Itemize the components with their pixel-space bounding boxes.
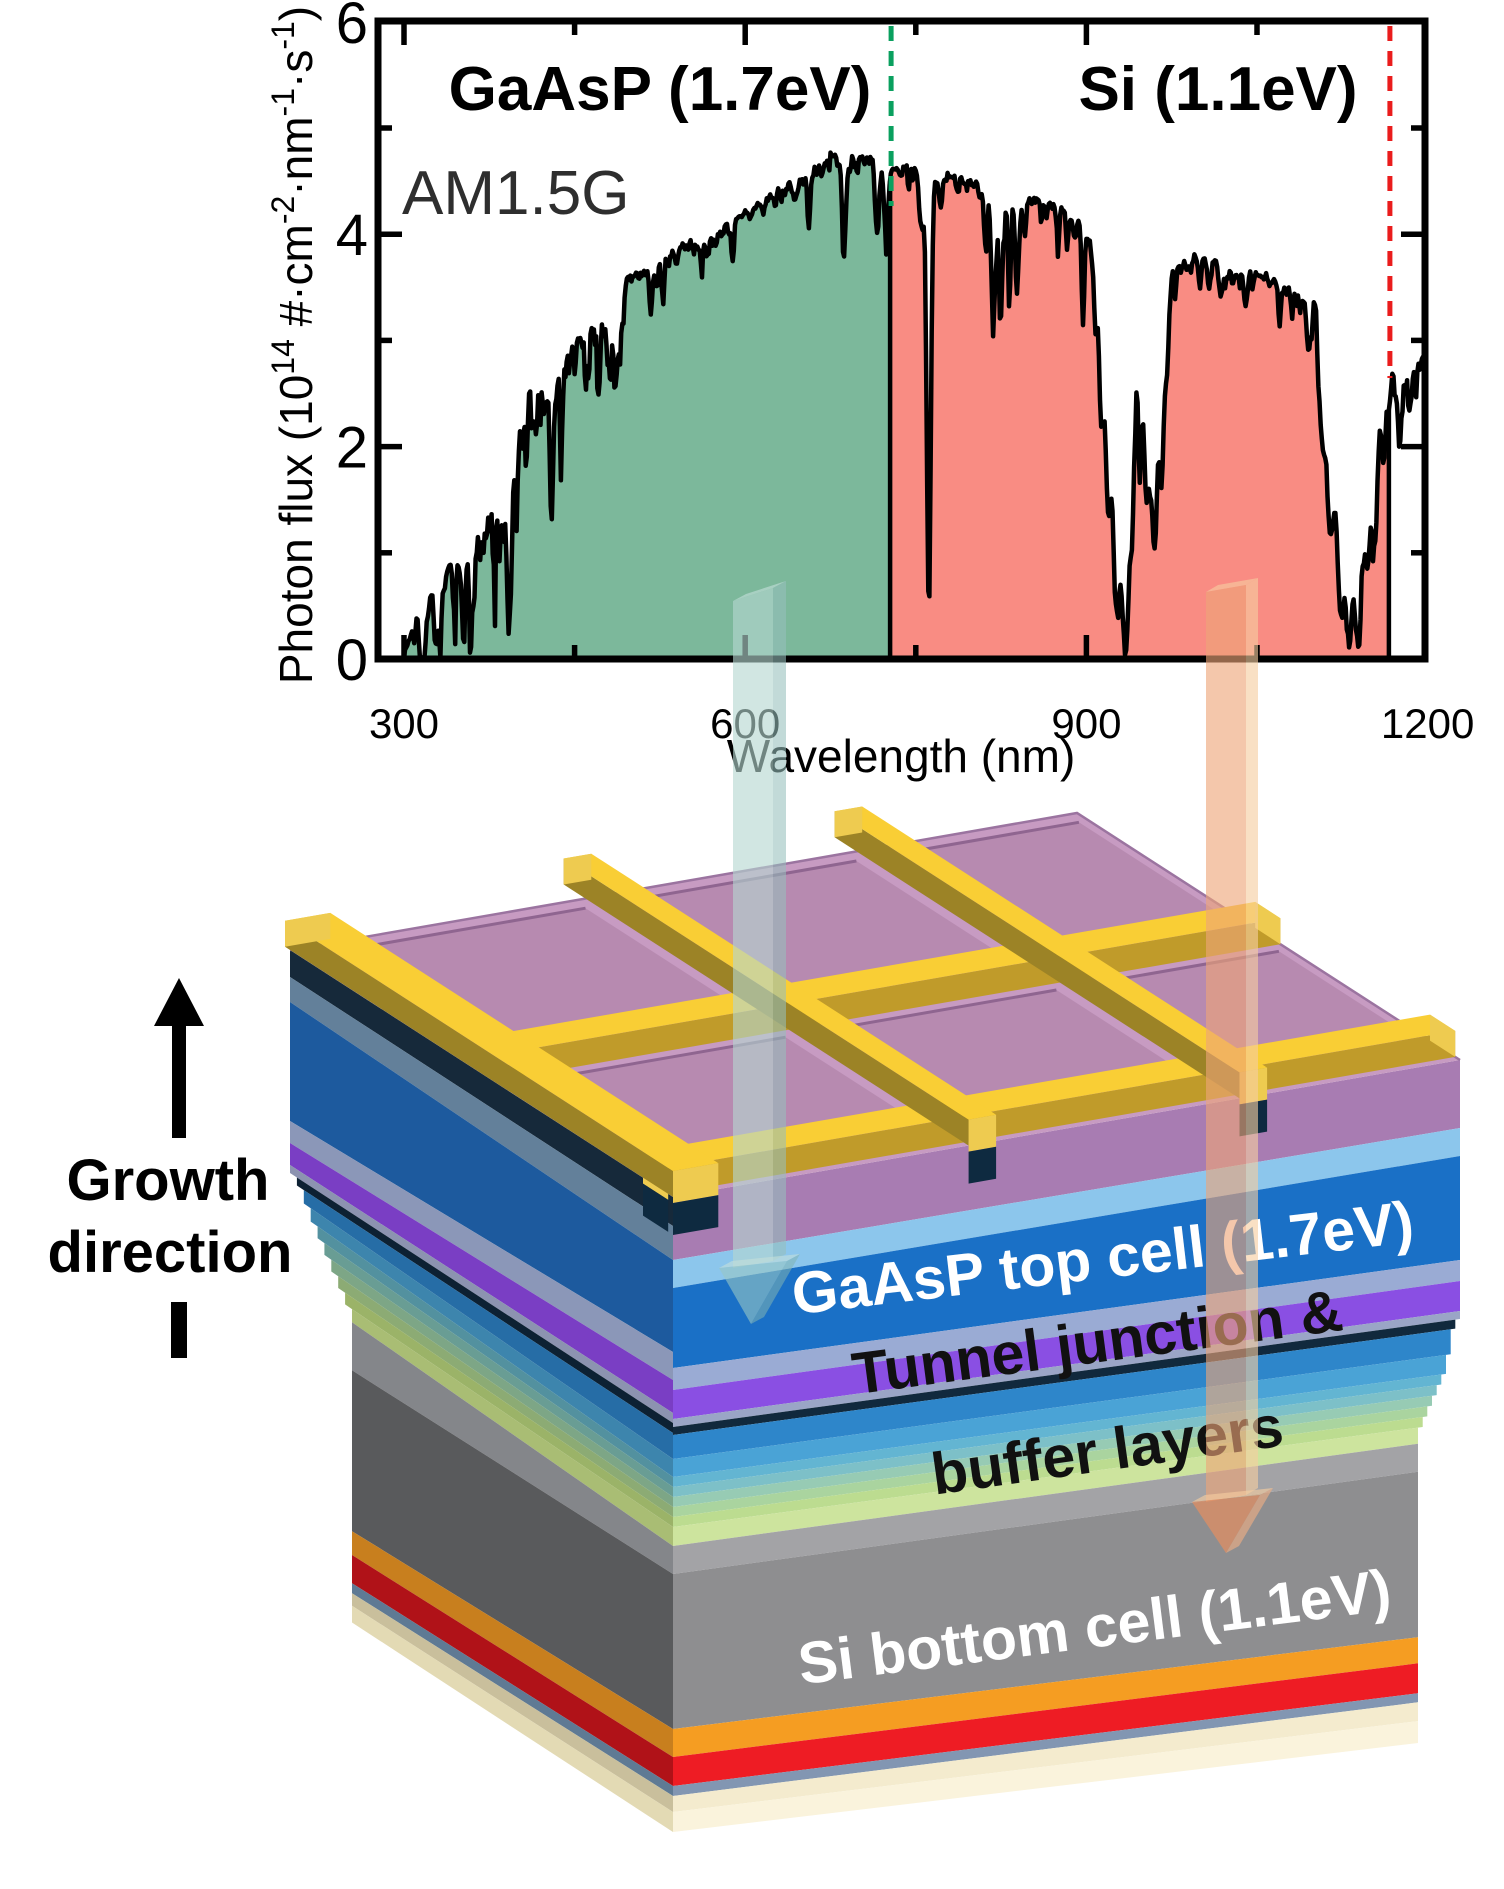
- svg-text:direction: direction: [48, 1220, 293, 1285]
- svg-text:300: 300: [369, 700, 439, 747]
- svg-text:AM1.5G: AM1.5G: [402, 159, 629, 228]
- svg-text:2: 2: [336, 416, 368, 481]
- svg-text:4: 4: [336, 203, 368, 268]
- svg-text:Si (1.1eV): Si (1.1eV): [1078, 55, 1357, 124]
- svg-text:0: 0: [336, 628, 368, 693]
- svg-text:900: 900: [1051, 700, 1121, 747]
- svg-text:1200: 1200: [1381, 700, 1474, 747]
- svg-text:Photon flux (1014 #·cm-2·nm-1·: Photon flux (1014 #·cm-2·nm-1·s-1): [265, 6, 322, 684]
- svg-text:6: 6: [336, 0, 368, 56]
- svg-text:GaAsP (1.7eV): GaAsP (1.7eV): [449, 55, 872, 124]
- svg-text:Growth: Growth: [67, 1148, 270, 1213]
